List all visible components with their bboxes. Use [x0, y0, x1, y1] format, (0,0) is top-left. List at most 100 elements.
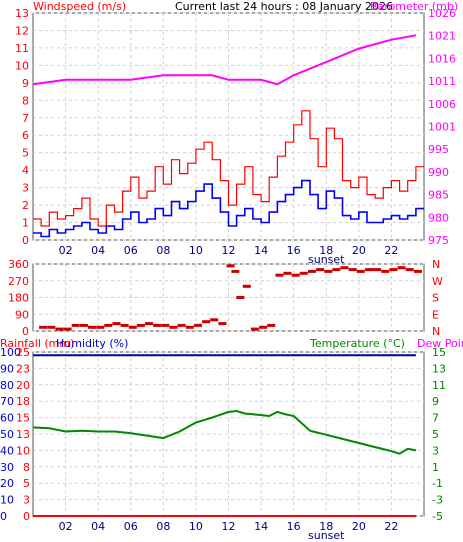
barometer-series-line: [32, 34, 417, 86]
p3-rain-tick-label: 3: [23, 494, 30, 507]
wind-direction-point: [259, 325, 268, 329]
p3-humidity-tick-label: 0: [0, 510, 7, 523]
p1-x-tick-label: 02: [59, 244, 73, 257]
wind-direction-point: [177, 323, 186, 327]
wind-direction-point: [340, 266, 349, 270]
p1-x-tick-label: 20: [352, 244, 366, 257]
p2-compass-label: W: [432, 275, 443, 288]
wind-direction-point: [373, 268, 382, 272]
wind-direction-point: [291, 273, 300, 277]
wind-direction-point: [275, 273, 284, 277]
p2-compass-label: N: [432, 258, 440, 271]
p3-rain-tick-label: 5: [23, 477, 30, 490]
p2-y-tick-label: 0: [22, 325, 29, 338]
p3-humidity-tick-label: 90: [0, 362, 14, 375]
wind-direction-point: [365, 268, 373, 272]
p3-x-tick-label: 06: [124, 520, 138, 533]
p3-rain-tick-label: 8: [23, 461, 30, 474]
wind-direction-point: [356, 269, 365, 273]
wind-direction-point: [231, 269, 240, 273]
p1-y-tick-label: 9: [22, 77, 29, 90]
p3-x-tick-label: 22: [384, 520, 398, 533]
p3-x-tick-label: 18: [319, 520, 333, 533]
p3-x-tick-label: 14: [254, 520, 268, 533]
p3-rain-tick-label: 0: [23, 510, 30, 523]
p1-y-tick-label: 12: [15, 24, 29, 37]
p3-temp-tick-label: 9: [432, 395, 439, 408]
wind-direction-point: [348, 268, 357, 272]
p1-y-tick-label: 7: [22, 112, 29, 125]
p1-x-tick-label: 12: [222, 244, 236, 257]
p3-rain-tick-label: 18: [16, 395, 30, 408]
center-title: Current last 24 hours : 08 January 2026: [175, 0, 393, 13]
wind-direction-point: [202, 320, 211, 324]
wind-direction-point: [381, 269, 390, 273]
p3-rain-tick-label: 25: [16, 346, 30, 359]
p2-y-tick-label: 270: [8, 275, 29, 288]
p3-humidity-tick-label: 10: [0, 494, 14, 507]
p1-y-tick-label: 4: [22, 164, 29, 177]
wind-direction-point: [169, 325, 178, 329]
wind-direction-point: [63, 327, 72, 331]
p3-temp-tick-label: 1: [432, 461, 439, 474]
p3-x-tick-label: 20: [352, 520, 366, 533]
p3-temp-tick-label: -5: [432, 510, 443, 523]
p3-x-tick-label: 04: [91, 520, 105, 533]
wind-direction-point: [324, 269, 333, 273]
p3-humidity-tick-label: 50: [0, 428, 14, 441]
p3-temp-tick-label: -3: [432, 494, 443, 507]
wind-direction-point: [242, 284, 251, 288]
wind-direction-point: [389, 268, 398, 272]
p3-temp-tick-label: 3: [432, 444, 439, 457]
p1-y-tick-label: 2: [22, 199, 29, 212]
p1-y-tick-label: 8: [22, 94, 29, 107]
p1-y2-tick-label: 1001: [428, 121, 456, 134]
wind-direction-point: [104, 323, 113, 327]
p1-y-tick-label: 0: [22, 234, 29, 247]
average-series-line: [33, 179, 424, 238]
p1-y2-tick-label: 990: [428, 166, 449, 179]
p1-y-tick-label: 3: [22, 182, 29, 195]
p1-sunset-label: sunset: [308, 253, 345, 266]
p3-x-tick-label: 16: [287, 520, 301, 533]
p1-y2-tick-label: 995: [428, 143, 449, 156]
p1-y-tick-label: 13: [15, 7, 29, 20]
p3-humidity-tick-label: 30: [0, 461, 14, 474]
p3-x-tick-label: 12: [222, 520, 236, 533]
p2-y-tick-label: 180: [8, 292, 29, 305]
p1-x-tick-label: 04: [91, 244, 105, 257]
p2-y-tick-label: 90: [15, 308, 29, 321]
p3-temp-tick-label: -1: [432, 477, 443, 490]
p3-temp-tick-label: 15: [432, 346, 446, 359]
wind-direction-point: [55, 327, 64, 331]
p3-temp-tick-label: 13: [432, 362, 446, 375]
p1-y-tick-label: 1: [22, 217, 29, 230]
p1-y-tick-label: 10: [15, 59, 29, 72]
p3-x-tick-label: 10: [189, 520, 203, 533]
p3-humidity-tick-label: 40: [0, 444, 14, 457]
rain-title: Rainfall (mm): [0, 337, 74, 350]
wind-direction-point: [397, 266, 406, 270]
p3-sunset-label: sunset: [308, 529, 345, 542]
wind-direction-point: [218, 322, 227, 326]
temperature-series-line: [32, 409, 417, 455]
wind-title: Windspeed (m/s): [33, 0, 126, 13]
wind-direction-point: [47, 325, 56, 329]
p1-x-tick-label: 18: [319, 244, 333, 257]
wind-direction-point: [145, 322, 153, 326]
p1-y2-tick-label: 1011: [428, 75, 456, 88]
p3-temp-tick-label: 11: [432, 379, 446, 392]
wind-direction-point: [332, 268, 341, 272]
wind-direction-point: [236, 296, 245, 299]
wind-direction-point: [128, 325, 137, 329]
p3-rain-tick-label: 15: [16, 412, 30, 425]
wind-direction-point: [283, 271, 292, 275]
dew-title: Dew Point: [417, 337, 463, 350]
p1-x-tick-label: 06: [124, 244, 138, 257]
p1-y2-tick-label: 1006: [428, 98, 456, 111]
p1-y2-tick-label: 975: [428, 234, 449, 247]
wind-direction-point: [250, 327, 259, 331]
wind-direction-point: [299, 271, 308, 275]
wind-direction-point: [120, 323, 129, 327]
